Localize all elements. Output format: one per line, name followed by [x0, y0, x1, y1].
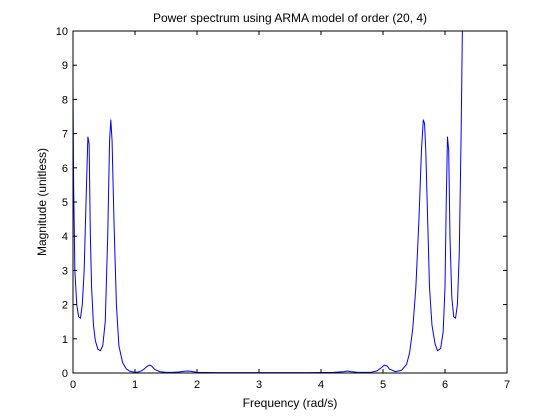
x-axis-label: Frequency (rad/s): [243, 396, 338, 410]
x-tick-label: 5: [380, 379, 386, 391]
y-tick-label: 0: [62, 368, 68, 380]
x-tick-label: 1: [132, 379, 138, 391]
chart-title: Power spectrum using ARMA model of order…: [153, 11, 427, 25]
x-tick-label: 0: [70, 379, 76, 391]
x-tick-label: 3: [256, 379, 262, 391]
y-tick-label: 6: [62, 163, 68, 175]
y-tick-label: 7: [62, 129, 68, 141]
y-tick-label: 9: [62, 60, 68, 72]
y-tick-label: 2: [62, 300, 68, 312]
y-tick-label: 4: [62, 231, 68, 243]
x-tick-label: 2: [194, 379, 200, 391]
y-axis-label: Magnitude (unitless): [35, 148, 49, 256]
y-tick-label: 8: [62, 94, 68, 106]
tick-layer: [72, 30, 508, 374]
y-tick-label: 3: [62, 265, 68, 277]
x-tick-label: 4: [318, 379, 324, 391]
x-tick-label: 6: [442, 379, 448, 391]
x-tick-label: 7: [504, 379, 510, 391]
plot-area: [73, 31, 507, 373]
y-tick-label: 5: [62, 197, 68, 209]
y-tick-label: 10: [56, 26, 68, 38]
tick-label-layer: 0 1 2 3 4 5 6 7 0 1 2 3 4 5 6 7 8 9 10: [56, 26, 510, 391]
y-tick-label: 1: [62, 334, 68, 346]
